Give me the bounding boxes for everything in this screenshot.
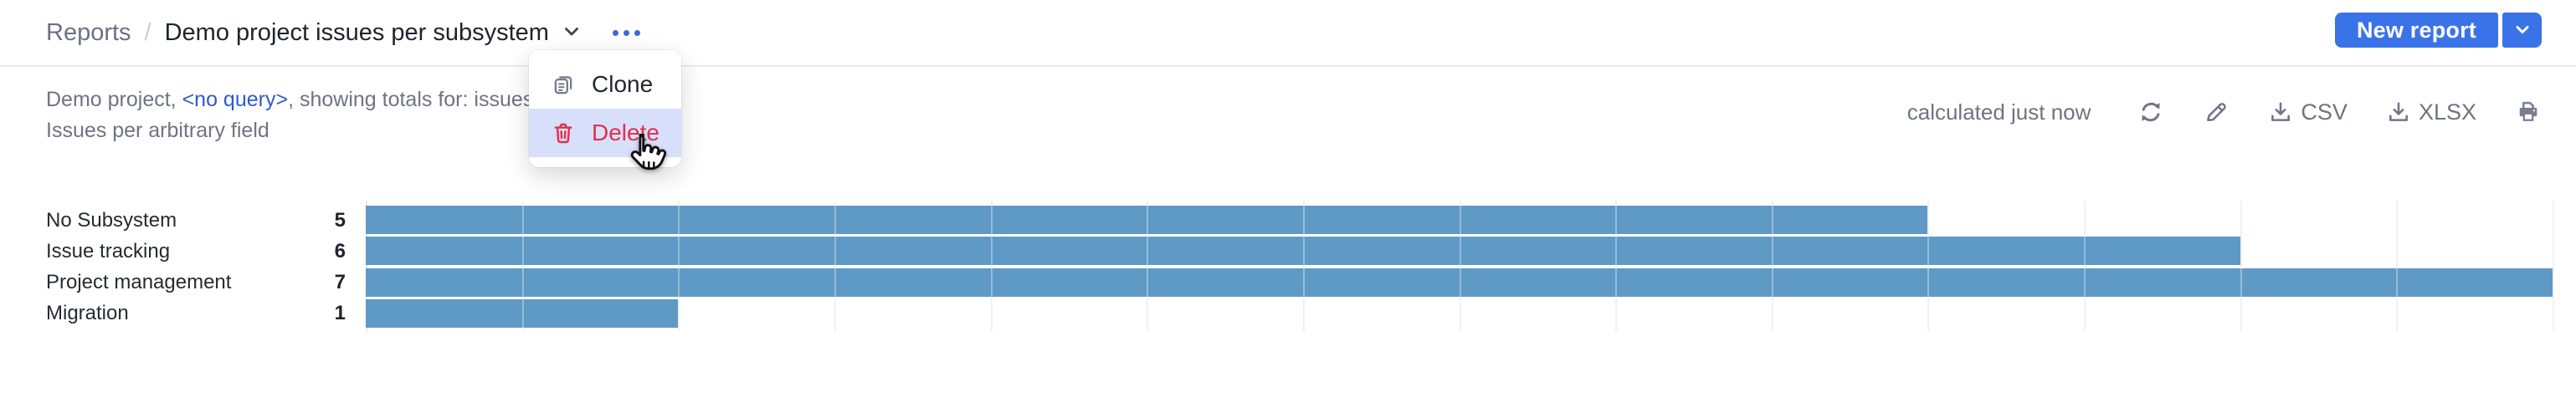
grid-line — [1927, 201, 1930, 331]
grid-line — [2240, 201, 2242, 331]
print-button[interactable] — [2515, 99, 2542, 125]
chart-category-label: Project management — [46, 271, 232, 294]
trash-icon — [551, 120, 576, 145]
grid-line — [2240, 201, 2242, 331]
grid-line — [2084, 201, 2086, 331]
grid-line — [2553, 201, 2554, 331]
grid-line — [1459, 201, 1461, 331]
chart-category-label: Migration — [46, 302, 129, 325]
chart-value-label: 6 — [334, 239, 346, 263]
grid-line — [1771, 201, 1773, 331]
pencil-icon — [2203, 99, 2230, 125]
menu-item-clone[interactable]: Clone — [529, 60, 681, 109]
grid-line — [834, 201, 836, 331]
grid-line — [678, 201, 680, 331]
grid-line — [2553, 201, 2554, 331]
grid-line — [678, 201, 680, 331]
chart-value-label: 7 — [334, 271, 346, 294]
menu-item-label: Delete — [592, 120, 659, 145]
grid-line — [1615, 201, 1618, 331]
page-header: Reports / Demo project issues per subsys… — [0, 0, 2576, 67]
download-icon — [2386, 99, 2411, 125]
breadcrumb-reports-link[interactable]: Reports — [46, 18, 131, 46]
breadcrumb-separator: / — [144, 18, 151, 46]
grid-line — [1927, 201, 1930, 331]
chart-plot — [366, 201, 2554, 331]
calculated-status: calculated just now — [1906, 99, 2091, 125]
csv-label: CSV — [2301, 99, 2348, 125]
grid-line — [1302, 201, 1305, 331]
clone-icon — [551, 72, 576, 97]
xlsx-label: XLSX — [2418, 99, 2476, 125]
new-report-dropdown-button[interactable] — [2502, 13, 2542, 48]
grid-line — [834, 201, 836, 331]
grid-line — [521, 201, 524, 331]
refresh-button[interactable] — [2137, 99, 2164, 125]
new-report-split-button: New report — [2334, 13, 2542, 48]
grid-line — [2084, 201, 2086, 331]
chevron-down-icon — [2512, 19, 2532, 42]
grid-line — [1459, 201, 1461, 331]
grid-line — [521, 201, 524, 331]
export-csv-button[interactable]: CSV — [2268, 99, 2348, 125]
grid-line — [990, 201, 993, 331]
chart-bar[interactable] — [366, 237, 2240, 266]
chart-value-label: 1 — [334, 302, 346, 325]
export-xlsx-button[interactable]: XLSX — [2386, 99, 2476, 125]
more-options-icon[interactable] — [606, 23, 647, 43]
edit-button[interactable] — [2203, 99, 2230, 125]
download-icon — [2268, 99, 2293, 125]
grid-line — [1771, 201, 1773, 331]
page-title: Demo project issues per subsystem — [164, 18, 549, 46]
bar-chart: No Subsystem Issue tracking Project manage… — [0, 201, 2576, 368]
chart-category-label: No Subsystem — [46, 208, 177, 232]
report-summary: Demo project, <no query>, showing totals… — [46, 84, 590, 146]
grid-line — [1147, 201, 1149, 331]
report-title-dropdown[interactable]: Demo project issues per subsystem — [165, 16, 582, 49]
menu-item-label: Clone — [592, 71, 654, 97]
chart-bar[interactable] — [366, 206, 1928, 234]
grid-line — [990, 201, 993, 331]
printer-icon — [2515, 99, 2542, 125]
chart-category-label: Issue tracking — [46, 239, 171, 263]
grid-line — [2396, 201, 2399, 331]
context-prefix: Demo project, — [46, 88, 182, 111]
breadcrumb: Reports / Demo project issues per subsys… — [46, 16, 647, 49]
grid-line — [2396, 201, 2399, 331]
grid-line — [1302, 201, 1305, 331]
report-toolbar: calculated just now CSV — [1907, 92, 2542, 132]
chevron-down-icon — [561, 21, 582, 49]
chart-value-label: 5 — [334, 208, 346, 232]
refresh-icon — [2137, 99, 2164, 125]
chart-bar[interactable] — [366, 298, 679, 328]
report-context-line: Demo project, <no query>, showing totals… — [46, 84, 590, 115]
grid-line — [1147, 201, 1149, 331]
cursor-pointer-icon — [624, 132, 668, 185]
chart-bar[interactable] — [366, 268, 2553, 297]
new-report-button[interactable]: New report — [2334, 13, 2498, 48]
grid-line — [366, 201, 367, 331]
query-link[interactable]: <no query> — [182, 88, 289, 111]
report-type-label: Issues per arbitrary field — [46, 119, 269, 142]
grid-line — [1615, 201, 1618, 331]
